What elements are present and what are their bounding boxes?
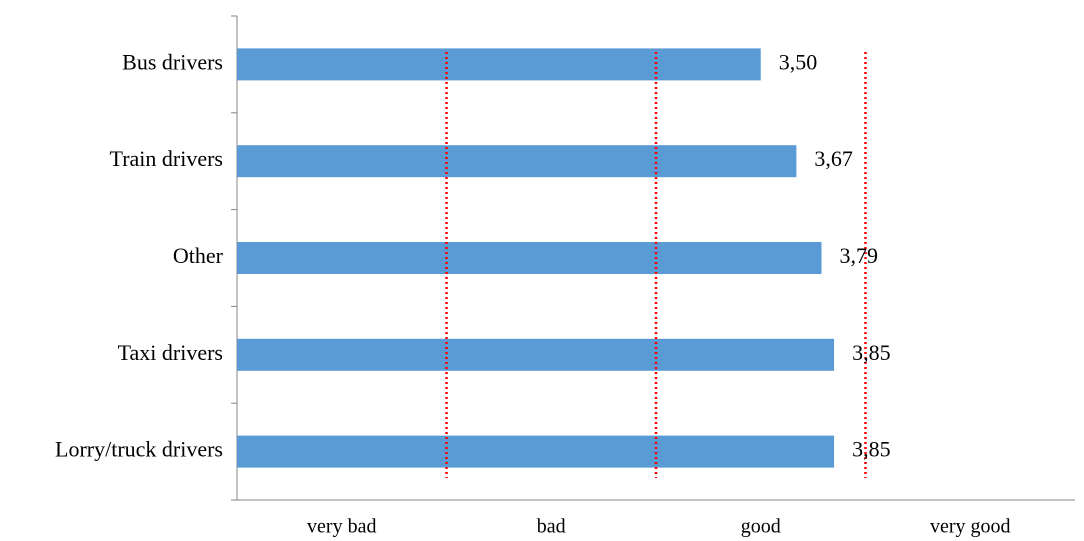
- category-label: Lorry/truck drivers: [55, 437, 223, 462]
- label-layer: Bus drivers 3,50 Train drivers 3,67 Other 3,7…: [55, 49, 1011, 537]
- category-label: Bus drivers: [122, 49, 223, 74]
- x-scale-label: bad: [537, 516, 566, 538]
- data-label: 3,79: [840, 243, 879, 268]
- bar: [237, 145, 797, 178]
- x-scale-label: very bad: [307, 516, 376, 538]
- category-label: Train drivers: [110, 146, 223, 171]
- category-label: Other: [173, 243, 224, 268]
- x-scale-label: very good: [930, 516, 1011, 538]
- x-scale-label: good: [741, 516, 781, 538]
- bar: [237, 242, 822, 274]
- bar: [237, 435, 835, 468]
- bar: [237, 48, 761, 81]
- data-label: 3,85: [852, 340, 891, 365]
- bar: [237, 338, 835, 371]
- bar-layer: [237, 48, 835, 468]
- data-label: 3,50: [779, 49, 818, 74]
- category-label: Taxi drivers: [118, 340, 223, 365]
- data-label: 3,85: [852, 437, 891, 462]
- reference-line-layer: [445, 52, 867, 478]
- data-label: 3,67: [814, 146, 853, 171]
